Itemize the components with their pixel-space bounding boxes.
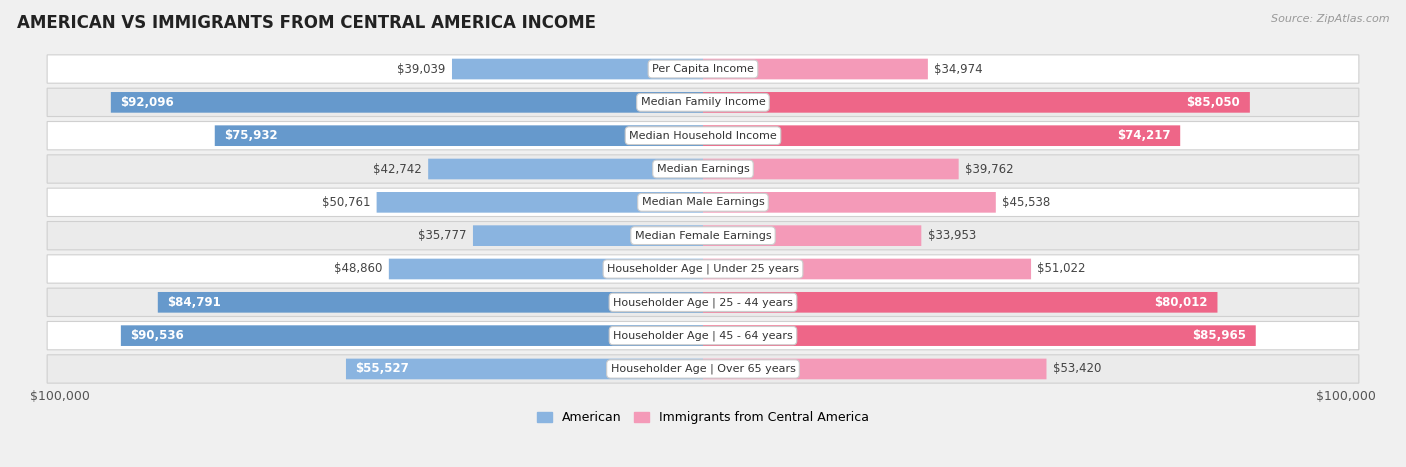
FancyBboxPatch shape [48, 288, 1358, 317]
Text: Householder Age | 45 - 64 years: Householder Age | 45 - 64 years [613, 330, 793, 341]
Text: Source: ZipAtlas.com: Source: ZipAtlas.com [1271, 14, 1389, 24]
Text: $39,762: $39,762 [965, 163, 1014, 176]
Text: $42,742: $42,742 [373, 163, 422, 176]
FancyBboxPatch shape [215, 125, 703, 146]
Text: $53,420: $53,420 [1053, 362, 1101, 375]
Text: Median Female Earnings: Median Female Earnings [634, 231, 772, 241]
Text: $92,096: $92,096 [121, 96, 174, 109]
FancyBboxPatch shape [48, 321, 1358, 350]
FancyBboxPatch shape [121, 325, 703, 346]
Text: Median Household Income: Median Household Income [628, 131, 778, 141]
Text: AMERICAN VS IMMIGRANTS FROM CENTRAL AMERICA INCOME: AMERICAN VS IMMIGRANTS FROM CENTRAL AMER… [17, 14, 596, 32]
Text: $84,791: $84,791 [167, 296, 221, 309]
FancyBboxPatch shape [377, 192, 703, 212]
Text: $74,217: $74,217 [1116, 129, 1171, 142]
FancyBboxPatch shape [157, 292, 703, 312]
Text: $33,953: $33,953 [928, 229, 976, 242]
Text: Median Male Earnings: Median Male Earnings [641, 198, 765, 207]
Text: $45,538: $45,538 [1002, 196, 1050, 209]
Text: $39,039: $39,039 [396, 63, 446, 76]
Text: $55,527: $55,527 [356, 362, 409, 375]
Text: Median Family Income: Median Family Income [641, 97, 765, 107]
Text: $35,777: $35,777 [418, 229, 467, 242]
Text: $51,022: $51,022 [1038, 262, 1085, 276]
Text: Per Capita Income: Per Capita Income [652, 64, 754, 74]
FancyBboxPatch shape [389, 259, 703, 279]
Text: $34,974: $34,974 [935, 63, 983, 76]
FancyBboxPatch shape [703, 159, 959, 179]
Text: $50,761: $50,761 [322, 196, 370, 209]
FancyBboxPatch shape [703, 59, 928, 79]
FancyBboxPatch shape [429, 159, 703, 179]
Text: $90,536: $90,536 [131, 329, 184, 342]
Text: $80,012: $80,012 [1154, 296, 1208, 309]
Text: Householder Age | 25 - 44 years: Householder Age | 25 - 44 years [613, 297, 793, 308]
FancyBboxPatch shape [703, 259, 1031, 279]
FancyBboxPatch shape [48, 188, 1358, 217]
FancyBboxPatch shape [346, 359, 703, 379]
FancyBboxPatch shape [703, 192, 995, 212]
FancyBboxPatch shape [48, 88, 1358, 116]
FancyBboxPatch shape [703, 92, 1250, 113]
FancyBboxPatch shape [111, 92, 703, 113]
FancyBboxPatch shape [48, 355, 1358, 383]
Text: $85,965: $85,965 [1192, 329, 1246, 342]
FancyBboxPatch shape [703, 325, 1256, 346]
Text: $48,860: $48,860 [335, 262, 382, 276]
FancyBboxPatch shape [48, 155, 1358, 183]
FancyBboxPatch shape [48, 121, 1358, 150]
Text: $75,932: $75,932 [225, 129, 278, 142]
Legend: American, Immigrants from Central America: American, Immigrants from Central Americ… [531, 406, 875, 429]
Text: Householder Age | Under 25 years: Householder Age | Under 25 years [607, 264, 799, 274]
Text: Householder Age | Over 65 years: Householder Age | Over 65 years [610, 364, 796, 374]
FancyBboxPatch shape [703, 292, 1218, 312]
FancyBboxPatch shape [703, 226, 921, 246]
FancyBboxPatch shape [472, 226, 703, 246]
FancyBboxPatch shape [48, 221, 1358, 250]
FancyBboxPatch shape [451, 59, 703, 79]
FancyBboxPatch shape [48, 55, 1358, 83]
FancyBboxPatch shape [703, 125, 1180, 146]
FancyBboxPatch shape [48, 255, 1358, 283]
Text: $85,050: $85,050 [1187, 96, 1240, 109]
Text: Median Earnings: Median Earnings [657, 164, 749, 174]
FancyBboxPatch shape [703, 359, 1046, 379]
